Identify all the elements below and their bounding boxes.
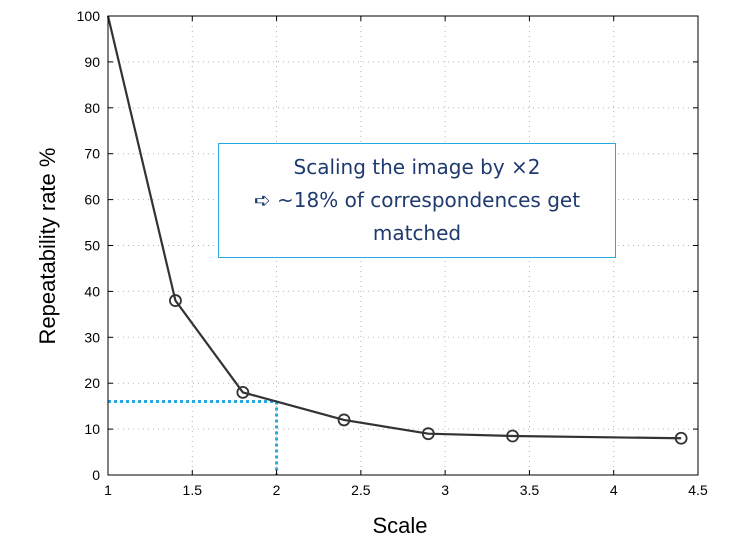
y-tick-label: 90 xyxy=(84,54,100,70)
x-tick-label: 1.5 xyxy=(183,482,203,498)
annotation-line-3: matched xyxy=(372,221,462,245)
series-line xyxy=(106,15,682,440)
axis-ticks: 1 1.5 2 2.5 3 3.5 4 4.5 0 10 20 30 40 50 60 70 80 90 100 xyxy=(77,8,708,498)
y-tick-label: 80 xyxy=(84,100,100,116)
y-tick-label: 50 xyxy=(84,238,100,254)
y-axis-label: Repeatability rate % xyxy=(35,148,60,345)
data-point xyxy=(674,431,688,445)
x-tick-label: 2 xyxy=(273,482,281,498)
y-tick-label: 70 xyxy=(84,146,100,162)
data-point xyxy=(506,429,519,443)
x-axis-label: Scale xyxy=(372,513,427,538)
x-tick-label: 1 xyxy=(104,482,112,498)
x-tick-label: 2.5 xyxy=(351,482,371,498)
y-tick-label: 40 xyxy=(84,283,100,299)
y-tick-label: 100 xyxy=(77,8,101,24)
y-tick-label: 10 xyxy=(84,421,100,437)
y-tick-label: 30 xyxy=(84,329,100,345)
x-tick-label: 3 xyxy=(441,482,449,498)
annotation-line-2: ➪ ~18% of correspondences get xyxy=(253,188,581,212)
annotation-line-1: Scaling the image by ×2 xyxy=(293,155,541,179)
data-point xyxy=(169,294,182,307)
y-tick-label: 20 xyxy=(84,375,100,391)
data-point xyxy=(421,427,435,441)
x-tick-label: 4 xyxy=(610,482,618,498)
y-tick-label: 60 xyxy=(84,192,100,208)
x-tick-label: 3.5 xyxy=(520,482,540,498)
annotation-box: Scaling the image by ×2 ➪ ~18% of corres… xyxy=(218,143,616,258)
y-tick-label: 0 xyxy=(92,467,100,483)
data-point xyxy=(337,413,351,427)
highlight-guides xyxy=(108,400,279,475)
data-point xyxy=(236,385,250,399)
series xyxy=(106,15,688,445)
x-tick-label: 4.5 xyxy=(688,482,708,498)
